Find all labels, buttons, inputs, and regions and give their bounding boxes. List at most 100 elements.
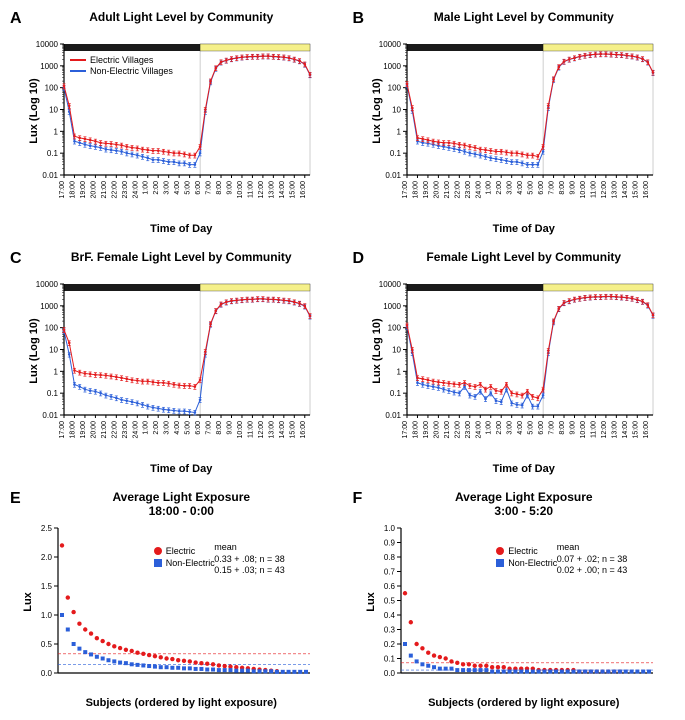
svg-text:10:00: 10:00 xyxy=(579,181,586,199)
svg-text:7:00: 7:00 xyxy=(206,181,213,195)
figure-grid: A Adult Light Level by Community 0.010.1… xyxy=(10,10,675,709)
svg-text:0.2: 0.2 xyxy=(383,640,395,649)
svg-text:7:00: 7:00 xyxy=(206,421,213,435)
svg-text:10:00: 10:00 xyxy=(237,421,244,439)
svg-text:1: 1 xyxy=(396,127,401,136)
svg-text:0.1: 0.1 xyxy=(383,655,395,664)
svg-text:18:00: 18:00 xyxy=(69,181,76,199)
x-axis-label: Subjects (ordered by light exposure) xyxy=(30,697,333,709)
svg-text:1000: 1000 xyxy=(383,62,401,71)
svg-text:2:00: 2:00 xyxy=(496,421,503,435)
svg-text:13:00: 13:00 xyxy=(268,181,275,199)
mean-label: mean xyxy=(557,542,628,554)
legend-electric: Electric Villages xyxy=(90,55,153,65)
svg-text:14:00: 14:00 xyxy=(621,421,628,439)
legend-nonelectric: Non-Electric xyxy=(508,558,557,568)
svg-text:15:00: 15:00 xyxy=(289,421,296,439)
svg-text:4:00: 4:00 xyxy=(517,421,524,435)
legend: Electric Non-Electric xyxy=(496,546,557,570)
svg-text:19:00: 19:00 xyxy=(80,181,87,199)
svg-text:13:00: 13:00 xyxy=(611,421,618,439)
svg-text:19:00: 19:00 xyxy=(422,421,429,439)
svg-text:15:00: 15:00 xyxy=(289,181,296,199)
svg-text:1000: 1000 xyxy=(40,62,58,71)
svg-text:1:00: 1:00 xyxy=(143,181,150,195)
svg-text:22:00: 22:00 xyxy=(111,181,118,199)
svg-text:14:00: 14:00 xyxy=(621,181,628,199)
svg-text:17:00: 17:00 xyxy=(402,181,409,199)
y-axis-label: Lux (Log 10) xyxy=(371,71,383,151)
svg-text:16:00: 16:00 xyxy=(300,181,307,199)
svg-text:10000: 10000 xyxy=(378,40,401,49)
svg-text:100: 100 xyxy=(387,84,401,93)
svg-text:2:00: 2:00 xyxy=(153,181,160,195)
svg-text:10000: 10000 xyxy=(36,40,59,49)
mean-line-1: 0.07 + .02; n = 38 xyxy=(557,554,628,566)
svg-text:21:00: 21:00 xyxy=(443,421,450,439)
svg-text:2.0: 2.0 xyxy=(41,553,53,562)
svg-text:3:00: 3:00 xyxy=(164,181,171,195)
panel-letter: F xyxy=(353,490,363,508)
svg-text:0.3: 0.3 xyxy=(383,626,395,635)
svg-text:11:00: 11:00 xyxy=(247,181,254,198)
svg-text:6:00: 6:00 xyxy=(195,421,202,435)
svg-text:0.01: 0.01 xyxy=(385,411,401,420)
svg-text:20:00: 20:00 xyxy=(433,421,440,439)
svg-text:17:00: 17:00 xyxy=(59,421,66,439)
svg-text:1.0: 1.0 xyxy=(383,524,395,533)
svg-text:10: 10 xyxy=(49,346,58,355)
svg-text:2:00: 2:00 xyxy=(496,181,503,195)
svg-text:18:00: 18:00 xyxy=(412,181,419,199)
svg-text:9:00: 9:00 xyxy=(569,181,576,195)
svg-text:12:00: 12:00 xyxy=(258,421,265,439)
mean-label: mean xyxy=(214,542,285,554)
svg-text:6:00: 6:00 xyxy=(195,181,202,195)
svg-text:7:00: 7:00 xyxy=(548,181,555,195)
svg-text:8:00: 8:00 xyxy=(216,181,223,195)
svg-text:0.1: 0.1 xyxy=(47,149,59,158)
y-axis-label: Lux (Log 10) xyxy=(28,311,40,391)
svg-text:0.6: 0.6 xyxy=(383,582,395,591)
svg-text:22:00: 22:00 xyxy=(454,421,461,439)
svg-text:11:00: 11:00 xyxy=(590,181,597,198)
svg-text:5:00: 5:00 xyxy=(185,421,192,435)
svg-text:19:00: 19:00 xyxy=(80,421,87,439)
svg-text:24:00: 24:00 xyxy=(475,181,482,199)
svg-text:19:00: 19:00 xyxy=(422,181,429,199)
svg-text:10000: 10000 xyxy=(378,280,401,289)
x-axis-label: Time of Day xyxy=(30,463,333,475)
svg-text:9:00: 9:00 xyxy=(569,421,576,435)
svg-text:24:00: 24:00 xyxy=(132,181,139,199)
svg-text:10:00: 10:00 xyxy=(579,421,586,439)
svg-text:100: 100 xyxy=(45,84,59,93)
svg-text:3:00: 3:00 xyxy=(506,181,513,195)
svg-text:13:00: 13:00 xyxy=(611,181,618,199)
svg-text:23:00: 23:00 xyxy=(122,421,129,439)
chart-svg: 0.010.111010010001000017:0018:0019:0020:… xyxy=(16,266,316,461)
svg-text:10: 10 xyxy=(392,346,401,355)
svg-text:10: 10 xyxy=(49,106,58,115)
svg-text:8:00: 8:00 xyxy=(559,421,566,435)
svg-text:0.8: 0.8 xyxy=(383,553,395,562)
panel-title-l2: 18:00 - 0:00 xyxy=(30,504,333,518)
svg-text:0.1: 0.1 xyxy=(47,389,59,398)
svg-text:4:00: 4:00 xyxy=(174,421,181,435)
panel-title-l1: Average Light Exposure xyxy=(30,490,333,504)
x-axis-label: Time of Day xyxy=(30,223,333,235)
legend: Electric Non-Electric xyxy=(154,546,215,570)
svg-text:14:00: 14:00 xyxy=(279,421,286,439)
svg-text:10:00: 10:00 xyxy=(237,181,244,199)
svg-text:1:00: 1:00 xyxy=(143,421,150,435)
svg-text:0.0: 0.0 xyxy=(383,669,395,678)
svg-text:10000: 10000 xyxy=(36,280,59,289)
legend: Electric Villages Non-Electric Villages xyxy=(70,55,173,77)
svg-text:0.5: 0.5 xyxy=(383,597,395,606)
legend-electric: Electric xyxy=(508,546,538,556)
svg-text:0.1: 0.1 xyxy=(389,149,401,158)
svg-text:0.0: 0.0 xyxy=(41,669,53,678)
svg-text:100: 100 xyxy=(45,324,59,333)
svg-text:0.7: 0.7 xyxy=(383,568,395,577)
svg-text:8:00: 8:00 xyxy=(216,421,223,435)
panel-title: Female Light Level by Community xyxy=(373,250,676,264)
svg-text:1: 1 xyxy=(54,367,59,376)
